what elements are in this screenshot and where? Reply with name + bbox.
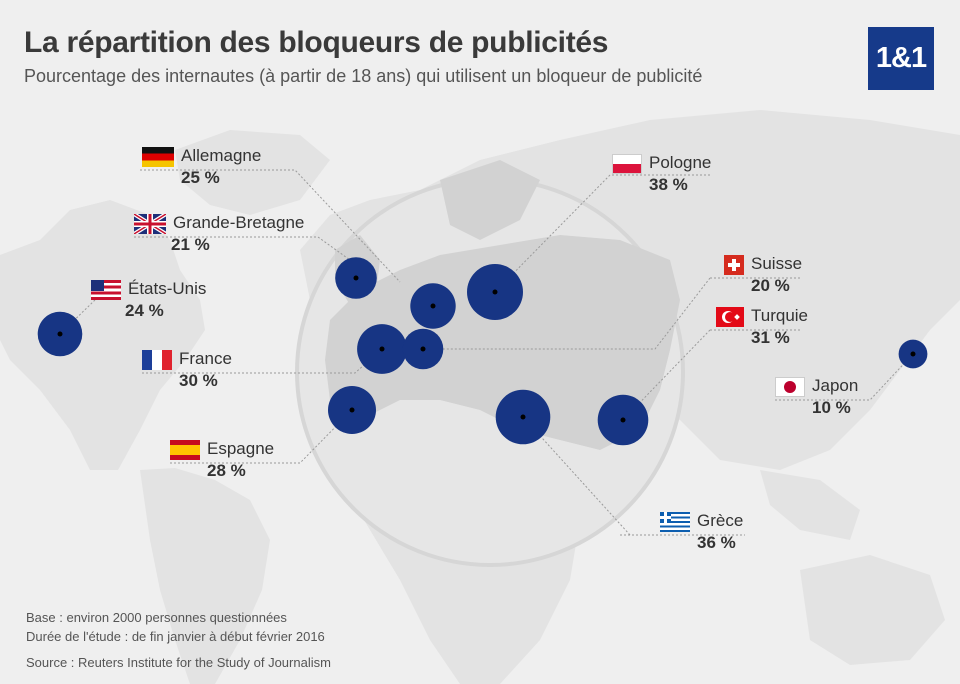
country-name: Japon <box>812 376 859 395</box>
footer-duration: Durée de l'étude : de fin janvier à débu… <box>26 629 325 644</box>
bubble-center-grande-bretagne <box>353 275 359 281</box>
country-name: Grande-Bretagne <box>173 213 305 232</box>
flag-uk-icon <box>134 213 166 234</box>
country-value: 30 % <box>179 370 218 390</box>
brand-logo: 1&1 <box>868 27 934 90</box>
country-name: Turquie <box>751 306 809 325</box>
country-name: Pologne <box>649 153 712 172</box>
land-south-america <box>140 468 270 684</box>
country-name: États-Unis <box>128 279 207 298</box>
land-southeast-asia <box>760 470 860 540</box>
label-grece: Grèce 36 % <box>660 511 743 554</box>
bubble-center-france <box>379 346 385 352</box>
flag-switzerland-icon <box>724 254 744 275</box>
leader-line-japon <box>775 353 914 401</box>
country-value: 38 % <box>649 174 688 194</box>
label-france: France 30 % <box>142 349 232 392</box>
country-name: Suisse <box>751 254 803 273</box>
bubble-center-etats-unis <box>57 331 63 337</box>
leader-line-allemagne <box>140 169 401 283</box>
country-name: Allemagne <box>181 146 262 165</box>
label-turquie: Turquie 31 % <box>716 306 808 349</box>
flag-poland-icon <box>612 153 642 174</box>
country-value: 10 % <box>812 397 851 417</box>
country-value: 25 % <box>181 167 220 187</box>
country-name: Grèce <box>697 511 744 530</box>
footer-base: Base : environ 2000 personnes questionné… <box>26 610 287 625</box>
bubble-center-japon <box>910 351 916 357</box>
country-value: 28 % <box>207 460 246 480</box>
page-subtitle: Pourcentage des internautes (à partir de… <box>24 66 703 86</box>
label-etats-unis: États-Unis 24 % <box>91 279 206 322</box>
label-espagne: Espagne 28 % <box>170 439 274 482</box>
label-allemagne: Allemagne 25 % <box>142 146 261 189</box>
page-title: La répartition des bloqueurs de publicit… <box>24 26 609 59</box>
country-value: 24 % <box>125 300 164 320</box>
flag-japan-icon <box>775 376 805 397</box>
country-value: 36 % <box>697 532 736 552</box>
bubble-center-espagne <box>349 407 355 413</box>
footer-source: Source : Reuters Institute for the Study… <box>26 655 331 670</box>
bubble-center-allemagne <box>430 303 436 309</box>
flag-greece-icon <box>660 511 690 532</box>
flag-france-icon <box>142 349 172 370</box>
flag-spain-icon <box>170 439 200 460</box>
bubble-center-turquie <box>620 417 626 423</box>
country-value: 31 % <box>751 327 790 347</box>
label-pologne: Pologne 38 % <box>612 153 711 196</box>
land-greenland <box>175 130 330 215</box>
land-australia <box>800 555 945 665</box>
bubble-center-pologne <box>492 289 498 295</box>
country-name: France <box>179 349 232 368</box>
leader-line-espagne <box>170 409 353 464</box>
flag-germany-icon <box>142 146 174 167</box>
leader-line-grande-bretagne <box>134 236 351 261</box>
flag-usa-icon <box>91 279 121 300</box>
bubble-center-grece <box>520 414 526 420</box>
country-name: Espagne <box>207 439 275 458</box>
label-grande-bretagne: Grande-Bretagne 21 % <box>134 213 304 256</box>
leader-line-suisse <box>423 277 711 350</box>
bubble-center-suisse <box>420 346 426 352</box>
land-north-america <box>0 200 205 470</box>
bubbles <box>37 257 928 446</box>
label-suisse: Suisse 20 % <box>724 254 802 297</box>
country-value: 20 % <box>751 275 790 295</box>
country-value: 21 % <box>171 234 210 254</box>
label-japon: Japon 10 % <box>775 376 858 419</box>
flag-turkey-icon <box>716 306 744 327</box>
